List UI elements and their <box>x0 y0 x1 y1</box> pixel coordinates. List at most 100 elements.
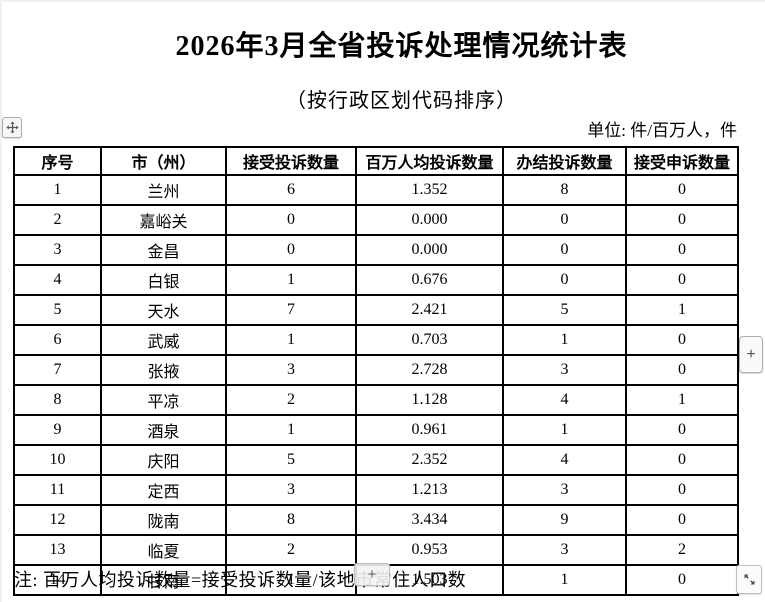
add-row-plus-button[interactable]: + <box>739 336 763 373</box>
table-header-row: 序号 市（州） 接受投诉数量 百万人均投诉数量 办结投诉数量 接受申诉数量 <box>13 146 739 176</box>
table-row: 2 嘉峪关 0 0.000 0 0 <box>13 204 739 236</box>
table-cell: 13 <box>13 534 102 566</box>
plus-icon: + <box>367 566 377 583</box>
table-cell: 0.961 <box>355 414 504 446</box>
table-cell: 平凉 <box>100 384 227 416</box>
table-cell: 0 <box>225 204 357 236</box>
table-cell: 1.213 <box>355 474 504 506</box>
table-cell: 0 <box>625 504 739 536</box>
table-cell: 嘉峪关 <box>100 204 227 236</box>
table-cell: 1 <box>225 414 357 446</box>
table-cell: 0.000 <box>355 234 504 266</box>
table-cell: 1 <box>502 414 627 446</box>
column-header: 办结投诉数量 <box>502 146 627 176</box>
table-cell: 5 <box>502 294 627 326</box>
column-header: 百万人均投诉数量 <box>355 146 504 176</box>
table-row: 11 定西 3 1.213 3 0 <box>13 474 739 506</box>
table-row: 13 临夏 2 0.953 3 2 <box>13 534 739 566</box>
table-cell: 4 <box>13 264 102 296</box>
table-cell: 3 <box>225 474 357 506</box>
table-cell: 2 <box>625 534 739 566</box>
table-cell: 7 <box>225 294 357 326</box>
table-cell: 金昌 <box>100 234 227 266</box>
table-move-handle[interactable] <box>2 117 22 138</box>
table-row: 9 酒泉 1 0.961 1 0 <box>13 414 739 446</box>
table-cell: 8 <box>502 174 627 206</box>
table-cell: 天水 <box>100 294 227 326</box>
table-cell: 12 <box>13 504 102 536</box>
table-cell: 2.421 <box>355 294 504 326</box>
unit-label: 单位: 件/百万人，件 <box>587 121 737 140</box>
table-cell: 14 <box>13 564 102 596</box>
table-cell: 3 <box>502 534 627 566</box>
table-cell: 0 <box>625 354 739 386</box>
table-cell: 9 <box>502 504 627 536</box>
table-cell: 2 <box>13 204 102 236</box>
table-cell: 庆阳 <box>100 444 227 476</box>
move-icon <box>5 121 19 134</box>
table-row: 10 庆阳 5 2.352 4 0 <box>13 444 739 476</box>
table-cell: 1 <box>625 384 739 416</box>
table-cell: 0.703 <box>355 324 504 356</box>
table-cell: 10 <box>13 444 102 476</box>
table-cell: 4 <box>502 384 627 416</box>
table-cell: 0.676 <box>355 264 504 296</box>
page-subtitle: （按行政区划代码排序） <box>286 90 517 112</box>
table-cell: 1 <box>13 174 102 206</box>
table-cell: 0.000 <box>355 204 504 236</box>
table-cell: 武威 <box>100 324 227 356</box>
table-cell: 6 <box>225 174 357 206</box>
column-header: 接受申诉数量 <box>625 146 739 176</box>
table-cell: 9 <box>13 414 102 446</box>
table-cell: 酒泉 <box>100 414 227 446</box>
table-cell: 3 <box>502 354 627 386</box>
table-cell: 0 <box>502 204 627 236</box>
plus-icon: + <box>746 345 756 363</box>
table-cell: 11 <box>13 474 102 506</box>
table-cell: 3.434 <box>355 504 504 536</box>
table-row: 4 白银 1 0.676 0 0 <box>13 264 739 296</box>
table-cell: 甘南 <box>100 564 227 596</box>
table-cell: 临夏 <box>100 534 227 566</box>
table-row: 5 天水 7 2.421 5 1 <box>13 294 739 326</box>
page-title: 2026年3月全省投诉处理情况统计表 <box>175 31 628 62</box>
table-cell: 陇南 <box>100 504 227 536</box>
table-cell: 8 <box>225 504 357 536</box>
table-cell: 1.352 <box>355 174 504 206</box>
table-row: 8 平凉 2 1.128 4 1 <box>13 384 739 416</box>
table-cell: 1.128 <box>355 384 504 416</box>
table-cell: 0.953 <box>355 534 504 566</box>
footnote: 注: 百万人均投诉数量=接受投诉数量/该地市常住人口数 <box>14 570 467 590</box>
table-cell: 1 <box>225 564 357 596</box>
table-cell: 0 <box>502 264 627 296</box>
table-cell: 0 <box>225 234 357 266</box>
table-cell: 7 <box>13 354 102 386</box>
table-cell: 0 <box>625 174 739 206</box>
page-edge-top <box>0 0 765 2</box>
table-row: 12 陇南 8 3.434 9 0 <box>13 504 739 536</box>
table-resize-handle[interactable] <box>736 565 762 594</box>
table-cell: 2 <box>225 384 357 416</box>
table-row: 3 金昌 0 0.000 0 0 <box>13 234 739 266</box>
table-cell: 1 <box>502 324 627 356</box>
table-row: 14 甘南 1 1.503 1 0 <box>13 564 739 596</box>
complaints-statistics-table: 序号 市（州） 接受投诉数量 百万人均投诉数量 办结投诉数量 接受申诉数量 1 兰州 6 1.3… <box>13 146 739 596</box>
table-insert-handle-button[interactable]: + <box>354 563 390 586</box>
table-row: 1 兰州 6 1.352 8 0 <box>13 174 739 206</box>
page-edge-left <box>0 0 2 602</box>
table-cell: 0 <box>625 564 739 596</box>
table-cell: 2.728 <box>355 354 504 386</box>
table-cell: 3 <box>225 354 357 386</box>
table-cell: 张掖 <box>100 354 227 386</box>
table-cell: 0 <box>625 264 739 296</box>
table-cell: 6 <box>13 324 102 356</box>
table-cell: 0 <box>625 324 739 356</box>
table-cell: 8 <box>13 384 102 416</box>
table-cell: 5 <box>13 294 102 326</box>
table-cell: 1 <box>502 564 627 596</box>
column-header: 序号 <box>13 146 102 176</box>
table-cell: 4 <box>502 444 627 476</box>
resize-diagonal-icon <box>744 574 754 585</box>
table-cell: 0 <box>625 474 739 506</box>
table-cell: 3 <box>13 234 102 266</box>
